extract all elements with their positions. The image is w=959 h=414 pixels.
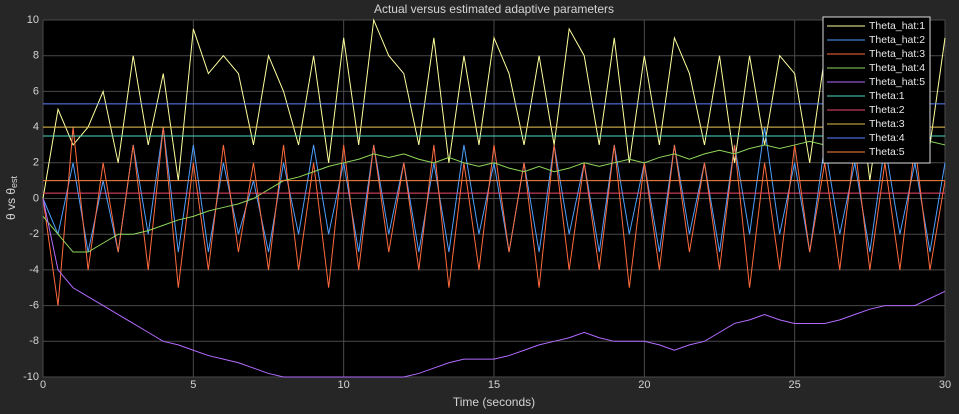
y-label-sub: est <box>9 175 19 188</box>
y-tick-label: -10 <box>23 371 39 383</box>
x-tick-label: 30 <box>939 379 951 391</box>
x-tick-label: 0 <box>40 379 46 391</box>
legend-label: Theta_hat:2 <box>869 34 925 46</box>
x-tick-label: 25 <box>789 379 801 391</box>
y-tick-label: -4 <box>29 264 39 276</box>
y-label-main: θ vs θ <box>4 188 18 220</box>
legend-label: Theta:1 <box>869 90 905 102</box>
y-tick-label: -6 <box>29 300 39 312</box>
x-tick-label: 5 <box>190 379 196 391</box>
x-tick-label: 20 <box>638 379 650 391</box>
lines <box>42 18 946 378</box>
legend-label: Theta_hat:5 <box>869 76 925 88</box>
y-tick-label: 6 <box>33 85 39 97</box>
legend-label: Theta_hat:3 <box>869 48 925 60</box>
y-tick-label: 0 <box>33 192 39 204</box>
x-tick-label: 15 <box>488 379 500 391</box>
x-axis-label: Time (seconds) <box>453 395 535 409</box>
y-tick-label: 2 <box>33 157 39 169</box>
legend-label: Theta_hat:1 <box>869 20 925 32</box>
legend-label: Theta:5 <box>869 146 905 158</box>
y-tick-label: -2 <box>29 228 39 240</box>
y-tick-label: -8 <box>29 335 39 347</box>
legend-label: Theta:4 <box>869 132 905 144</box>
y-tick-label: 8 <box>33 50 39 62</box>
legend-box <box>822 16 931 164</box>
x-tick-label: 10 <box>338 379 350 391</box>
legend-label: Theta:2 <box>869 104 905 116</box>
series-line <box>42 135 946 253</box>
y-axis-label: θ vs θest <box>4 175 19 220</box>
legend-label: Theta:3 <box>869 118 905 130</box>
series-line <box>42 18 946 199</box>
y-tick-label: 4 <box>33 121 39 133</box>
y-tick-label: 10 <box>27 14 39 26</box>
series-line <box>42 198 946 378</box>
legend-label: Theta_hat:4 <box>869 62 925 74</box>
legend: Theta_hat:1 Theta_hat:2 Theta_hat:3 Theta_h… <box>822 16 931 164</box>
chart-title: Actual versus estimated adaptive paramet… <box>374 2 614 16</box>
